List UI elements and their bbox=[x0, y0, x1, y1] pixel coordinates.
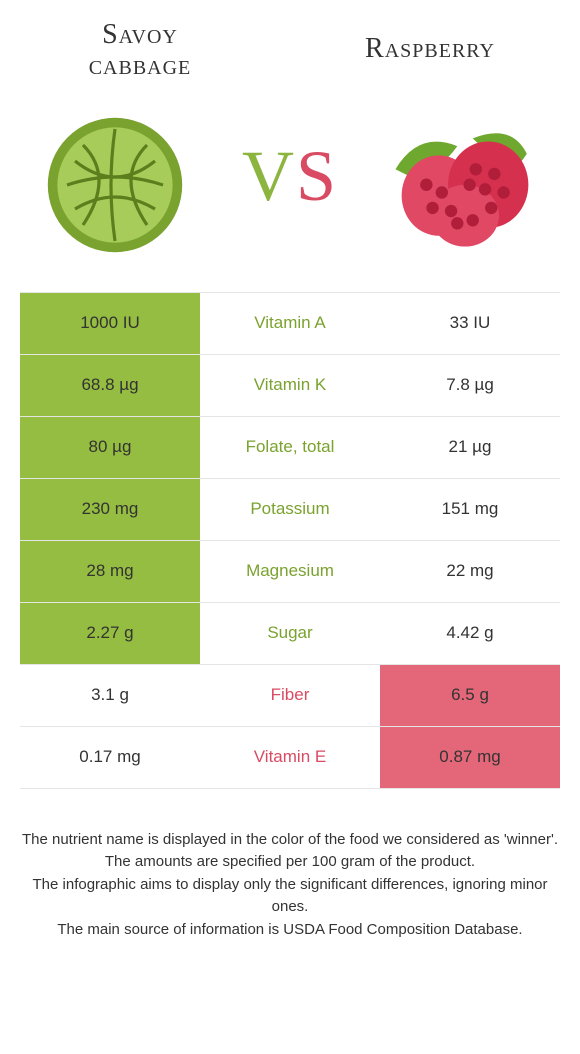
right-value: 6.5 g bbox=[380, 665, 560, 726]
vs-label: VS bbox=[242, 135, 338, 218]
nutrient-name: Magnesium bbox=[200, 541, 380, 602]
left-value: 68.8 µg bbox=[20, 355, 200, 416]
footer-line3: The infographic aims to display only the… bbox=[20, 874, 560, 919]
images-row: VS bbox=[0, 82, 580, 292]
left-title-line2: cabbage bbox=[89, 50, 192, 81]
footer-line2: The amounts are specified per 100 gram o… bbox=[20, 851, 560, 874]
left-value: 3.1 g bbox=[20, 665, 200, 726]
nutrient-name: Sugar bbox=[200, 603, 380, 664]
right-value: 33 IU bbox=[380, 293, 560, 354]
nutrient-name: Vitamin A bbox=[200, 293, 380, 354]
nutrient-table: 1000 IUVitamin A33 IU68.8 µgVitamin K7.8… bbox=[20, 292, 560, 789]
left-value: 80 µg bbox=[20, 417, 200, 478]
left-food-title: Savoy cabbage bbox=[40, 20, 240, 82]
right-value: 4.42 g bbox=[380, 603, 560, 664]
right-food-title: Raspberry bbox=[320, 20, 540, 65]
nutrient-name: Fiber bbox=[200, 665, 380, 726]
cabbage-icon bbox=[30, 92, 200, 262]
right-value: 22 mg bbox=[380, 541, 560, 602]
table-row: 0.17 mgVitamin E0.87 mg bbox=[20, 727, 560, 789]
table-row: 3.1 gFiber6.5 g bbox=[20, 665, 560, 727]
table-row: 80 µgFolate, total21 µg bbox=[20, 417, 560, 479]
left-value: 230 mg bbox=[20, 479, 200, 540]
right-value: 151 mg bbox=[380, 479, 560, 540]
table-row: 28 mgMagnesium22 mg bbox=[20, 541, 560, 603]
right-value: 7.8 µg bbox=[380, 355, 560, 416]
raspberry-icon bbox=[380, 92, 550, 262]
nutrient-name: Vitamin K bbox=[200, 355, 380, 416]
right-value: 21 µg bbox=[380, 417, 560, 478]
left-value: 28 mg bbox=[20, 541, 200, 602]
table-row: 1000 IUVitamin A33 IU bbox=[20, 293, 560, 355]
table-row: 230 mgPotassium151 mg bbox=[20, 479, 560, 541]
left-value: 1000 IU bbox=[20, 293, 200, 354]
footer-notes: The nutrient name is displayed in the co… bbox=[20, 829, 560, 942]
footer-line4: The main source of information is USDA F… bbox=[20, 919, 560, 942]
nutrient-name: Vitamin E bbox=[200, 727, 380, 788]
right-title: Raspberry bbox=[365, 33, 495, 64]
table-row: 68.8 µgVitamin K7.8 µg bbox=[20, 355, 560, 417]
footer-line1: The nutrient name is displayed in the co… bbox=[20, 829, 560, 852]
nutrient-name: Folate, total bbox=[200, 417, 380, 478]
header: Savoy cabbage Raspberry bbox=[0, 0, 580, 82]
right-value: 0.87 mg bbox=[380, 727, 560, 788]
left-value: 0.17 mg bbox=[20, 727, 200, 788]
nutrient-name: Potassium bbox=[200, 479, 380, 540]
vs-v: V bbox=[242, 136, 296, 216]
table-row: 2.27 gSugar4.42 g bbox=[20, 603, 560, 665]
vs-s: S bbox=[296, 136, 338, 216]
left-title-line1: Savoy bbox=[102, 19, 178, 50]
left-value: 2.27 g bbox=[20, 603, 200, 664]
